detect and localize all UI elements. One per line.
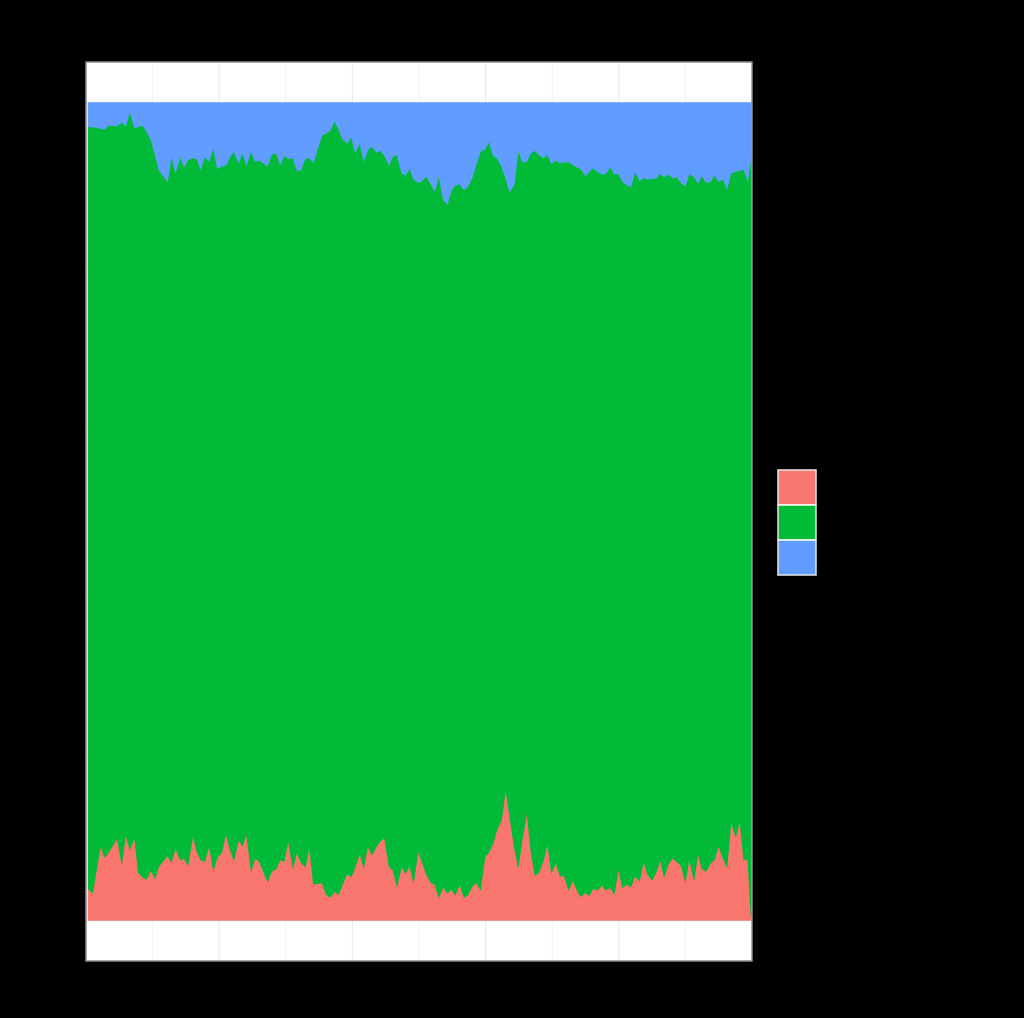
legend-border [777, 469, 817, 576]
plot-panel-border [85, 61, 753, 962]
legend-key-1 [777, 469, 817, 506]
area-series-2 [87, 110, 752, 917]
area-series-3 [87, 102, 752, 206]
area-layers [87, 102, 752, 921]
legend-key-3 [777, 539, 817, 576]
legend [777, 469, 817, 576]
legend-key-2 [777, 504, 817, 541]
